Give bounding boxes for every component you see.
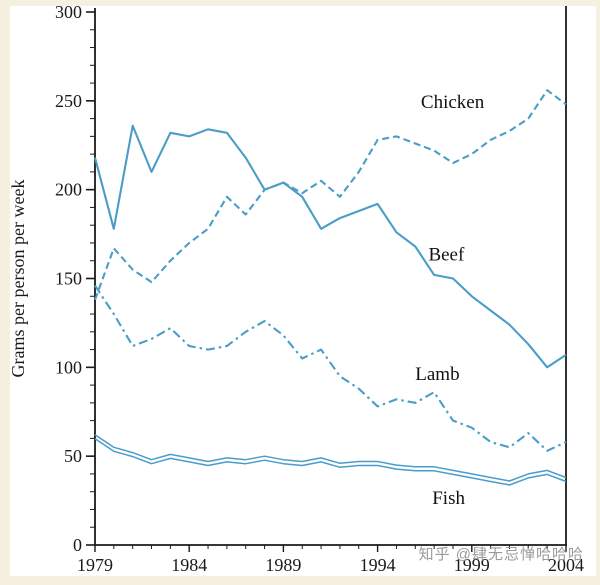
fish-line-lower <box>94 438 567 486</box>
chicken-label: Chicken <box>421 92 485 113</box>
lamb-line <box>94 285 567 452</box>
y-tick-label: 50 <box>64 446 82 466</box>
x-tick-label: 2004 <box>548 555 584 575</box>
chart-figure <box>10 6 596 576</box>
fish-label: Fish <box>432 488 465 509</box>
x-tick-label: 1989 <box>265 555 301 575</box>
beef-label: Beef <box>428 245 465 266</box>
y-tick-label: 300 <box>55 2 82 22</box>
x-tick-label: 1979 <box>77 555 113 575</box>
x-tick-label: 1994 <box>360 555 396 575</box>
y-tick-label: 150 <box>55 269 82 289</box>
y-axis-title: Grams per person per week <box>8 180 28 378</box>
fish-line <box>94 434 567 482</box>
chicken-line <box>94 89 567 301</box>
y-tick-label: 100 <box>55 357 82 377</box>
x-tick-label: 1999 <box>454 555 490 575</box>
beef-line <box>93 124 567 369</box>
y-tick-label: 250 <box>55 91 82 111</box>
lamb-label: Lamb <box>415 364 459 385</box>
watermark: 知乎 @肆无忌惮哈哈哈 <box>418 546 584 563</box>
x-tick-label: 1984 <box>171 555 207 575</box>
y-tick-label: 200 <box>55 180 82 200</box>
y-tick-label: 0 <box>73 535 82 555</box>
